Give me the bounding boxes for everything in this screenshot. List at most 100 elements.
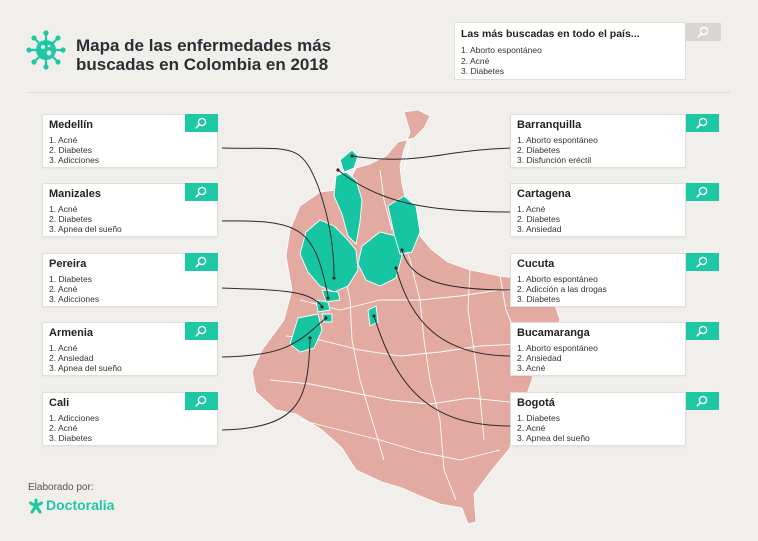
map-region-caldas [321,289,341,303]
search-icon [696,395,708,407]
connector-dots [308,154,404,340]
city-card-manizales: Manizales 1. Acné 2. Diabetes 3. Apnea del… [42,183,218,237]
list-item: 1. Diabetes [49,274,92,284]
city-card-armenia: Armenia 1. Acné 2. Ansiedad 3. Apnea del s… [42,322,218,376]
search-icon [697,26,709,38]
list-item: 3. Diabetes [461,66,504,76]
list-item: 3. Acné [517,363,546,373]
city-card-cucuta: Cucuta 1. Aborto espontáneo 2. Adicción a… [510,253,719,307]
list-item: 1. Diabetes [517,413,560,423]
search-button[interactable] [686,114,719,132]
connector-armenia [221,317,327,358]
city-name: Medellín [49,119,94,131]
search-button[interactable] [185,253,218,271]
list-item: 1. Acné [49,135,78,145]
city-name: Pereira [49,258,87,270]
search-button[interactable] [185,322,218,340]
doctoralia-star-icon [29,498,43,514]
map-region-norte-santander [387,195,421,255]
list-item: 2. Acné [517,423,546,433]
list-item: 1. Aborto espontáneo [517,135,598,145]
connector-cali [221,339,311,431]
connector-pereira [221,287,323,307]
search-icon [696,256,708,268]
search-button[interactable] [185,114,218,132]
list-item: 3. Disfunción eréctil [517,155,592,165]
list-item: 1. Acné [49,204,78,214]
search-icon [195,256,207,268]
list-item: 2. Ansiedad [517,353,562,363]
search-icon [195,117,207,129]
connector-lines [221,147,513,431]
search-icon [195,186,207,198]
map-region-antioquia [299,219,359,293]
list-item: 3. Diabetes [517,294,560,304]
search-button[interactable] [185,183,218,201]
connector-cucuta [401,249,513,291]
city-name: Armenia [49,327,94,339]
made-by-label: Elaborado por: [28,482,94,493]
city-name: Cucuta [517,258,555,270]
connector-bogota [373,315,513,427]
city-card-pereira: Pereira 1. Diabetes 2. Acné 3. Adicciones [42,253,218,307]
search-icon [195,325,207,337]
map-region-valle [289,313,323,353]
list-item: 2. Acné [49,284,78,294]
search-button[interactable] [185,392,218,410]
list-item: 3. Adicciones [49,155,100,165]
list-item: 2. Diabetes [517,214,560,224]
connector-cartagena [337,169,513,213]
search-button[interactable] [686,392,719,410]
page-title: Mapa de las enfermedades más buscadas en… [76,36,332,74]
city-card-medellin: Medellín 1. Acné 2. Diabetes 3. Adicciones [42,114,218,168]
connector-barranquilla [351,147,513,160]
map-region-colombia [251,109,561,525]
country-search-button[interactable] [685,23,721,41]
country-list: 1. Aborto espontáneo 2. Acné 3. Diabetes [461,45,542,77]
list-item: 1. Acné [517,204,546,214]
list-item: 1. Adicciones [49,413,100,423]
brand-name: Doctoralia [46,497,115,513]
list-item: 1. Aborto espontáneo [517,343,598,353]
search-icon [696,117,708,129]
list-item: 3. Ansiedad [517,224,562,234]
search-icon [195,395,207,407]
city-card-barranquilla: Barranquilla 1. Aborto espontáneo 2. Diab… [510,114,719,168]
city-name: Bogotá [517,397,555,409]
connector-manizales [221,220,329,297]
list-item: 2. Diabetes [49,214,92,224]
country-card: Las más buscadas en todo el país... 1. A… [454,22,721,80]
map-region-bolivar [333,171,363,245]
list-item: 1. Aborto espontáneo [461,45,542,55]
city-card-cali: Cali 1. Adicciones 2. Acné 3. Diabetes [42,392,218,446]
divider [28,92,730,93]
list-item: 3. Diabetes [49,433,92,443]
map-region-santander [357,231,403,287]
highlighted-regions [289,149,421,353]
search-button[interactable] [686,183,719,201]
list-item: 2. Ansiedad [49,353,94,363]
list-item: 3. Adicciones [49,294,100,304]
list-item: 3. Apnea del sueño [49,363,122,373]
search-button[interactable] [686,322,719,340]
city-name: Bucamaranga [517,327,590,339]
search-icon [696,186,708,198]
list-item: 2. Acné [461,55,490,66]
list-item: 1. Aborto espontáneo [517,274,598,284]
search-button[interactable] [686,253,719,271]
city-name: Manizales [49,188,101,200]
search-icon [696,325,708,337]
list-item: 3. Apnea del sueño [517,433,590,443]
list-item: 3. Apnea del sueño [49,224,122,234]
list-item: 2. Diabetes [517,145,560,155]
virus-icon [26,30,66,70]
country-title: Las más buscadas en todo el país... [461,28,640,40]
city-card-bogota: Bogotá 1. Diabetes 2. Acné 3. Apnea del su… [510,392,719,446]
list-item: 2. Diabetes [49,145,92,155]
city-card-bucamaranga: Bucamaranga 1. Aborto espontáneo 2. Ansie… [510,322,719,376]
connector-medellin [221,147,335,277]
list-item: 2. Acné [49,423,78,433]
city-name: Cali [49,397,70,409]
city-name: Barranquilla [517,119,582,131]
